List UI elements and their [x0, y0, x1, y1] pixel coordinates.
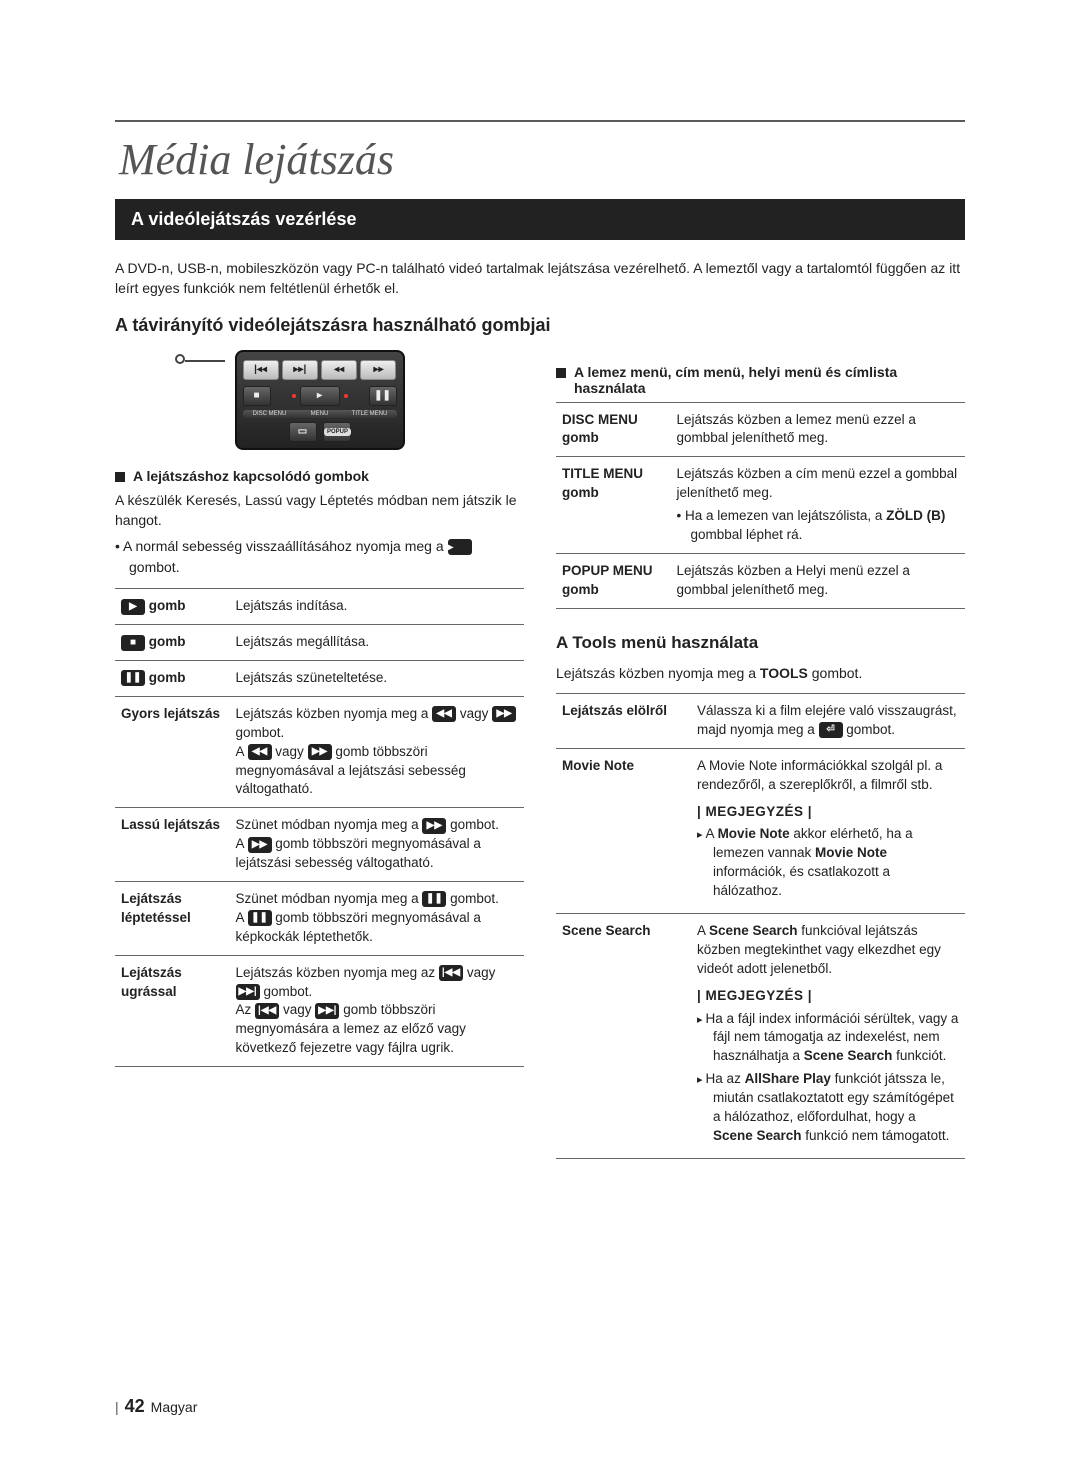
intro-text: A DVD-n, USB-n, mobileszközön vagy PC-n …: [115, 258, 965, 299]
tools-intro: Lejátszás közben nyomja meg a TOOLS gomb…: [556, 663, 965, 683]
menu-label: MENU: [295, 411, 345, 417]
ffwd-icon: ▶▶: [248, 837, 272, 853]
left-heading-1: A lejátszáshoz kapcsolódó gombok: [115, 468, 524, 484]
table-row: Lassú lejátszás Szünet módban nyomja meg…: [115, 808, 524, 882]
tools-table: Lejátszás elölről Válassza ki a film ele…: [556, 693, 965, 1159]
right-heading-1: A lemez menü, cím menü, helyi menü és cí…: [556, 364, 965, 396]
play-icon: ▸: [300, 386, 340, 406]
manual-page: Média lejátszás A videólejátszás vezérlé…: [0, 0, 1080, 1477]
page-footer: |42Magyar: [115, 1396, 197, 1417]
ffwd-icon: ▶▶: [492, 706, 516, 722]
table-row: ❚❚ gomb Lejátszás szüneteltetése.: [115, 660, 524, 696]
disc-menu-label: DISC MENU: [245, 411, 295, 417]
table-row: ■ gomb Lejátszás megállítása.: [115, 625, 524, 661]
popup-button-icon: POPUP: [323, 422, 351, 442]
playback-buttons-table: ▶ gomb Lejátszás indítása. ■ gomb Lejáts…: [115, 588, 524, 1067]
left-column: |◂◂ ▸▸| ◂◂ ▸▸ ■ ▸ ❚❚: [115, 350, 524, 1159]
note-label: | MEGJEGYZÉS |: [697, 987, 959, 1006]
bullet-normal-speed: A normál sebesség visszaállításához nyom…: [115, 536, 524, 578]
rewind-icon: ◀◀: [432, 706, 456, 722]
pause-icon: ❚❚: [422, 891, 446, 907]
menu-button-icon: ▭: [289, 422, 317, 442]
play-inline-icon: ▶: [448, 539, 472, 555]
skip-back-icon: |◀◀: [255, 1003, 279, 1019]
table-row: Scene Search A Scene Search funkcióval l…: [556, 914, 965, 1159]
title-menu-label: TITLE MENU: [345, 411, 395, 417]
fastfwd-icon: ▸▸: [360, 360, 396, 380]
table-row: DISC MENU gomb Lejátszás közben a lemez …: [556, 402, 965, 457]
menu-buttons-table: DISC MENU gomb Lejátszás közben a lemez …: [556, 402, 965, 609]
table-row: Lejátszás ugrással Lejátszás közben nyom…: [115, 955, 524, 1066]
page-title: Média lejátszás: [119, 134, 965, 185]
left-para-1: A készülék Keresés, Lassú vagy Léptetés …: [115, 490, 524, 531]
right-column: A lemez menü, cím menü, helyi menü és cí…: [556, 350, 965, 1159]
table-row: ▶ gomb Lejátszás indítása.: [115, 589, 524, 625]
skip-fwd-icon: ▶▶|: [315, 1003, 339, 1019]
next-track-icon: ▸▸|: [282, 360, 318, 380]
stop-icon: ■: [121, 635, 145, 651]
tools-heading: A Tools menü használata: [556, 633, 965, 653]
top-rule: [115, 120, 965, 122]
rewind-icon: ◀◀: [248, 744, 272, 760]
ffwd-icon: ▶▶: [422, 818, 446, 834]
pause-icon: ❚❚: [248, 910, 272, 926]
ffwd-icon: ▶▶: [308, 744, 332, 760]
table-row: TITLE MENU gomb Lejátszás közben a cím m…: [556, 457, 965, 554]
table-row: Gyors lejátszás Lejátszás közben nyomja …: [115, 696, 524, 807]
prev-track-icon: |◂◂: [243, 360, 279, 380]
table-row: Lejátszás elölről Válassza ki a film ele…: [556, 694, 965, 749]
table-row: Movie Note A Movie Note információkkal s…: [556, 748, 965, 913]
play-icon: ▶: [121, 599, 145, 615]
rewind-icon: ◂◂: [321, 360, 357, 380]
skip-fwd-icon: ▶▶|: [236, 984, 260, 1000]
pause-icon: ❚❚: [369, 386, 397, 406]
table-row: POPUP MENU gomb Lejátszás közben a Helyi…: [556, 553, 965, 608]
skip-back-icon: |◀◀: [439, 965, 463, 981]
enter-icon: ⏎: [819, 722, 843, 738]
pause-icon: ❚❚: [121, 670, 145, 686]
table-row: Lejátszás léptetéssel Szünet módban nyom…: [115, 881, 524, 955]
remote-illustration: |◂◂ ▸▸| ◂◂ ▸▸ ■ ▸ ❚❚: [115, 350, 524, 450]
note-label: | MEGJEGYZÉS |: [697, 803, 959, 822]
stop-icon: ■: [243, 386, 271, 406]
section-heading: A videólejátszás vezérlése: [115, 199, 965, 240]
remote-subhead: A távirányító videólejátszásra használha…: [115, 315, 965, 336]
